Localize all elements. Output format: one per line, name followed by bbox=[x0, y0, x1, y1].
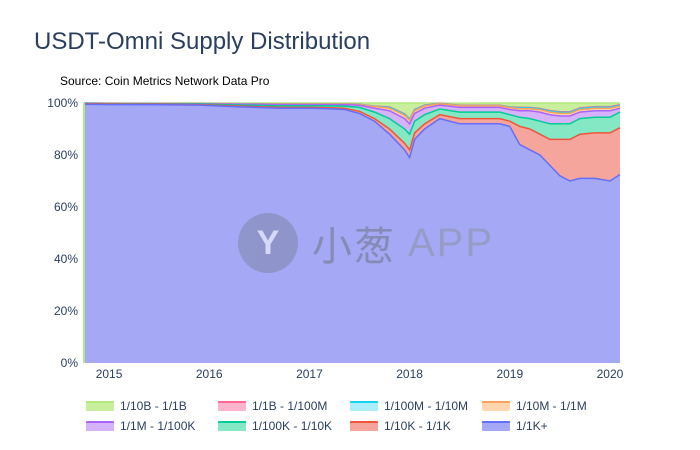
area-1-10b-1-1b bbox=[84, 103, 620, 119]
x-tick-label: 2016 bbox=[196, 367, 223, 381]
watermark-logo-icon: Y bbox=[238, 213, 298, 273]
legend-swatch bbox=[86, 420, 114, 431]
area-layers bbox=[83, 102, 621, 364]
legend-label: 1/10B - 1/1B bbox=[120, 398, 187, 413]
chart-legend: 1/10B - 1/1B 1/1B - 1/100M 1/100M - 1/10M 1… bbox=[86, 398, 686, 433]
legend-swatch bbox=[482, 400, 510, 411]
legend-item-1-1k[interactable]: 1/1K+ bbox=[482, 418, 614, 433]
legend-item-1-1b-1-100m[interactable]: 1/1B - 1/100M bbox=[218, 398, 350, 413]
y-axis: 0% 20% 40% 60% 80% 100% bbox=[47, 96, 78, 370]
line-1-1m-1-100k bbox=[83, 102, 621, 126]
legend-label: 1/1M - 1/100K bbox=[120, 418, 196, 433]
legend-item-1-10b-1-1b[interactable]: 1/10B - 1/1B bbox=[86, 398, 218, 413]
legend-item-1-1m-1-100k[interactable]: 1/1M - 1/100K bbox=[86, 418, 218, 433]
x-tick-label: 2018 bbox=[396, 367, 423, 381]
y-tick-label: 40% bbox=[54, 252, 78, 266]
x-tick-label: 2017 bbox=[296, 367, 323, 381]
chart-source: Source: Coin Metrics Network Data Pro bbox=[60, 74, 270, 88]
legend-item-1-10k-1-1k[interactable]: 1/10K - 1/1K bbox=[350, 418, 482, 433]
chart-title: USDT-Omni Supply Distribution bbox=[34, 28, 371, 55]
legend-swatch bbox=[218, 400, 246, 411]
legend-label: 1/1K+ bbox=[516, 418, 548, 433]
area-1-1m-1-100k bbox=[84, 103, 620, 135]
line-1-1k bbox=[83, 103, 621, 182]
legend-item-1-100k-1-10k[interactable]: 1/100K - 1/10K bbox=[218, 418, 350, 433]
legend-swatch bbox=[482, 420, 510, 431]
legend-label: 1/100M - 1/10M bbox=[384, 398, 469, 413]
y-tick-label: 100% bbox=[47, 96, 78, 110]
area-1-100k-1-10k bbox=[84, 103, 620, 150]
y-tick-label: 60% bbox=[54, 200, 78, 214]
legend-label: 1/10K - 1/1K bbox=[384, 418, 451, 433]
area-1-1k bbox=[84, 104, 620, 364]
legend-label: 1/1B - 1/100M bbox=[252, 398, 328, 413]
watermark: Y 小葱 APP bbox=[238, 213, 494, 273]
legend-label: 1/10M - 1/1M bbox=[516, 398, 587, 413]
legend-item-1-100m-1-10m[interactable]: 1/100M - 1/10M bbox=[350, 398, 482, 413]
legend-swatch bbox=[350, 400, 378, 411]
y-tick-label: 0% bbox=[61, 356, 79, 370]
y-tick-label: 80% bbox=[54, 148, 78, 162]
legend-item-1-10m-1-1m[interactable]: 1/10M - 1/1M bbox=[482, 398, 614, 413]
watermark-text: 小葱 bbox=[312, 225, 396, 269]
y-tick-label: 20% bbox=[54, 304, 78, 318]
legend-label: 1/100K - 1/10K bbox=[252, 418, 333, 433]
line-1-10k-1-1k bbox=[83, 103, 621, 152]
line-1-100k-1-10k bbox=[83, 102, 621, 136]
x-tick-label: 2019 bbox=[496, 367, 523, 381]
x-tick-label: 2015 bbox=[96, 367, 123, 381]
x-axis: 2015 2016 2017 2018 2019 2020 bbox=[96, 367, 624, 381]
legend-swatch bbox=[218, 420, 246, 431]
watermark-app-text: APP bbox=[408, 220, 495, 265]
legend-swatch bbox=[350, 420, 378, 431]
legend-swatch bbox=[86, 400, 114, 411]
x-tick-label: 2020 bbox=[597, 367, 624, 381]
